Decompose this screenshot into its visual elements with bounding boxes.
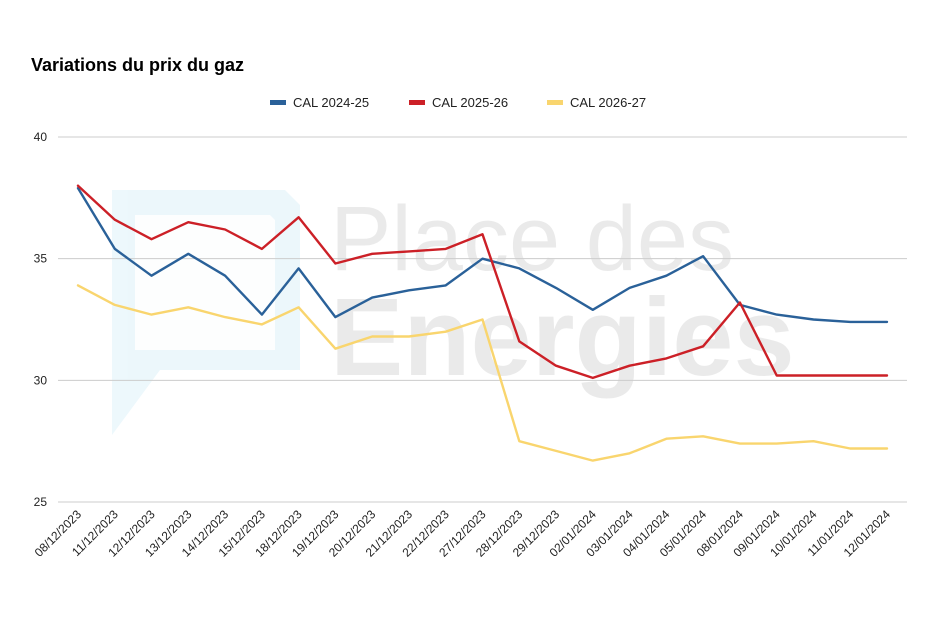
y-axis: 25 30 35 40: [34, 130, 48, 509]
y-tick-label: 35: [34, 252, 48, 266]
legend-label: CAL 2024-25: [293, 95, 369, 110]
series-lines: [76, 184, 889, 462]
watermark-logo-inner: [135, 215, 275, 350]
y-tick-label: 40: [34, 130, 48, 144]
legend-label: CAL 2025-26: [432, 95, 508, 110]
series-line-cal-2026-27: [76, 284, 889, 462]
legend-swatch: [270, 100, 286, 105]
legend-swatch: [409, 100, 425, 105]
watermark-text-1: Place des: [330, 188, 734, 290]
series-line-cal-2024-25: [76, 186, 889, 324]
chart-title: Variations du prix du gaz: [31, 55, 244, 75]
legend: CAL 2024-25 CAL 2025-26 CAL 2026-27: [270, 95, 646, 110]
legend-swatch: [547, 100, 563, 105]
y-tick-label: 25: [34, 495, 48, 509]
x-axis: 08/12/202311/12/202312/12/202313/12/2023…: [32, 507, 894, 560]
series-line-cal-2025-26: [76, 184, 889, 380]
y-tick-label: 30: [34, 373, 48, 387]
watermark: Place des Energies: [112, 188, 795, 435]
legend-label: CAL 2026-27: [570, 95, 646, 110]
